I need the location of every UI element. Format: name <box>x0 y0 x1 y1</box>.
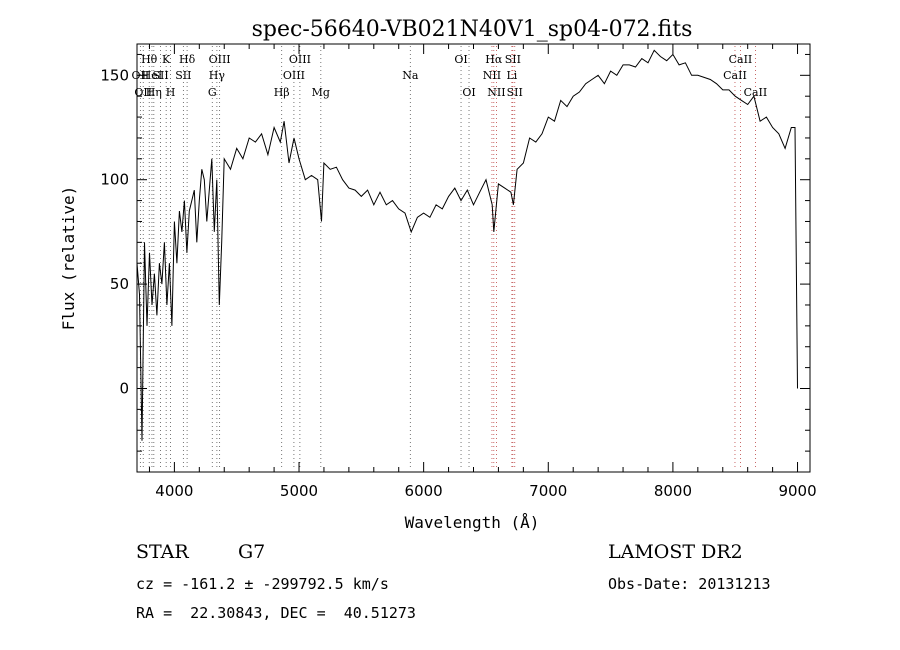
line-label: Hη <box>146 86 162 99</box>
line-label: SII <box>507 86 523 99</box>
line-label: CaII <box>744 86 768 99</box>
line-label: Hβ <box>274 86 290 99</box>
y-tick-label: 100 <box>100 171 129 189</box>
line-label: SII <box>505 53 521 66</box>
subclass-label: G7 <box>238 541 266 563</box>
line-label: CaII <box>729 53 753 66</box>
x-tick-label: 4000 <box>155 482 193 500</box>
line-label: H <box>166 86 176 99</box>
line-label: OI <box>462 86 475 99</box>
line-label: Hθ <box>141 53 158 66</box>
line-label: Li <box>506 69 517 82</box>
line-label: Hδ <box>179 53 196 66</box>
class-label: STAR <box>136 541 189 563</box>
y-tick-label: 150 <box>100 66 129 84</box>
line-label: Mg <box>312 86 330 99</box>
x-tick-label: 6000 <box>405 482 443 500</box>
survey-label: LAMOST DR2 <box>608 541 743 563</box>
line-label: Na <box>402 69 419 82</box>
cz-label: cz = -161.2 ± -299792.5 km/s <box>136 575 389 593</box>
y-tick-label: 0 <box>119 379 129 397</box>
x-tick-label: 9000 <box>778 482 816 500</box>
x-axis: 4000 5000 6000 7000 8000 9000 <box>148 44 817 500</box>
line-label: NII <box>487 86 505 99</box>
line-label: OIII <box>209 53 231 66</box>
line-label: OIII <box>289 53 311 66</box>
line-label: CaII <box>723 69 747 82</box>
line-label: Hγ <box>209 69 226 82</box>
line-label: HeI <box>142 69 162 82</box>
line-label: SII <box>175 69 191 82</box>
line-label: Hα <box>485 53 503 66</box>
spectrum-line <box>136 49 798 441</box>
x-axis-label: Wavelength (Å) <box>405 513 540 532</box>
line-label: G <box>208 86 217 99</box>
y-axis-label: Flux (relative) <box>59 186 78 331</box>
line-label: OI <box>454 53 467 66</box>
y-tick-label: 50 <box>110 275 129 293</box>
x-tick-label: 8000 <box>654 482 692 500</box>
line-label: OIII <box>283 69 305 82</box>
line-label: K <box>162 53 171 66</box>
x-tick-label: 5000 <box>280 482 318 500</box>
y-axis: 0 50 100 150 <box>100 53 810 473</box>
x-tick-label: 7000 <box>529 482 567 500</box>
plot-frame <box>136 43 811 473</box>
chart-title: spec-56640-VB021N40V1_sp04-072.fits <box>252 17 693 42</box>
spectral-line-markers <box>139 46 756 470</box>
line-label: NII <box>483 69 501 82</box>
obs-date-label: Obs-Date: 20131213 <box>608 575 771 593</box>
line-label: SII <box>152 69 168 82</box>
coords-label: RA = 22.30843, DEC = 40.51273 <box>136 604 416 622</box>
